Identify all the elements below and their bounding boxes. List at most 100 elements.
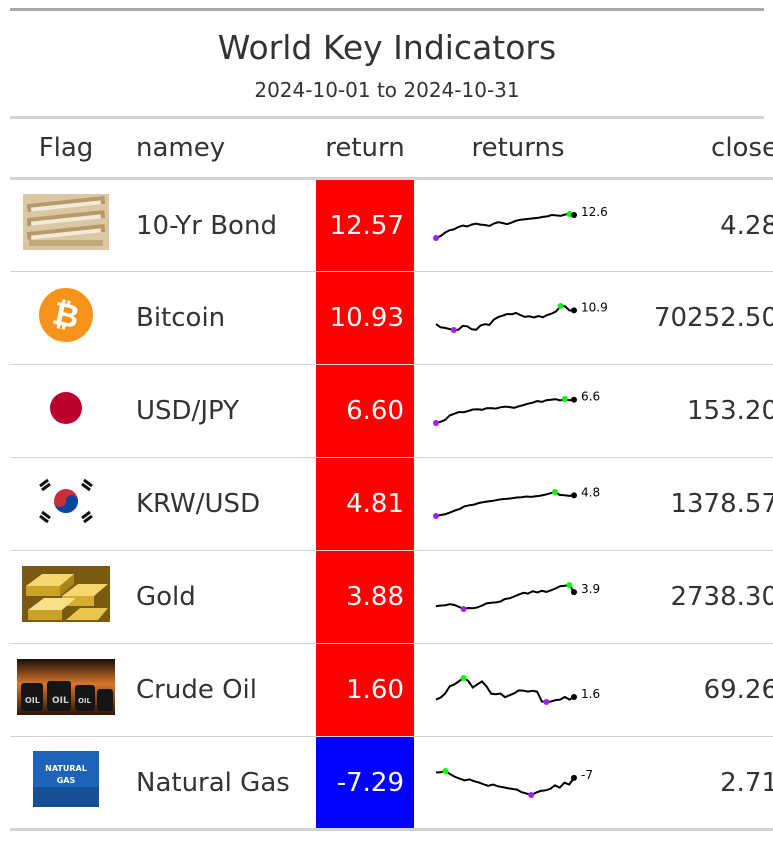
returns-sparkline: 12.6 [433, 206, 608, 241]
column-header-close[interactable]: close [711, 133, 773, 163]
flag-cell [10, 458, 122, 551]
flag-cell: NATURAL GAS [10, 737, 122, 830]
sparkline-path [435, 769, 575, 796]
sparkline-label: 6.6 [581, 391, 600, 404]
sparkline-label: 10.9 [581, 300, 608, 314]
name-cell: KRW/USD [136, 489, 261, 519]
returns-sparkline-cell: 1.6 [414, 644, 622, 737]
flag-cell [10, 365, 122, 458]
sparkline-path [435, 676, 575, 704]
sparkline-max-point [566, 582, 573, 588]
svg-text:OIL: OIL [25, 696, 40, 705]
sparkline-path [435, 583, 575, 611]
japan-flag-icon [46, 388, 86, 435]
return-cell: 6.60 [316, 364, 414, 458]
returns-sparkline: 1.6 [435, 675, 600, 705]
return-cell: 12.57 [316, 178, 414, 272]
return-cell: 4.81 [316, 457, 414, 551]
sparkline-label: -7 [581, 767, 593, 781]
header-divider [10, 116, 764, 119]
sparkline-min-point [450, 327, 457, 333]
page-title: World Key Indicators [217, 28, 557, 67]
svg-text:OIL: OIL [78, 697, 92, 705]
returns-sparkline-cell: 6.6 [414, 365, 622, 458]
sparkline-last-point [571, 396, 577, 403]
sparkline-max-point [561, 396, 568, 402]
flag-cell: ₿ [10, 272, 122, 365]
sparkline-min-point [433, 420, 439, 426]
column-header-name[interactable]: namey [136, 133, 226, 163]
sparkline-max-point [557, 303, 564, 309]
top-border [10, 8, 764, 11]
name-cell: Crude Oil [136, 675, 257, 705]
name-cell: Natural Gas [136, 767, 290, 798]
table-row[interactable]: ₿ Bitcoin 10.93 10.9 70252.50 [10, 271, 773, 365]
returns-sparkline: 10.9 [435, 300, 608, 333]
return-cell: 3.88 [316, 550, 414, 644]
svg-text:NATURAL: NATURAL [45, 764, 87, 773]
column-header-flag[interactable]: Flag [38, 133, 94, 163]
sparkline-last-point [571, 589, 577, 596]
korea-flag-icon [36, 478, 96, 531]
date-range-subtitle: 2024-10-01 to 2024-10-31 [254, 78, 520, 102]
table-row[interactable]: NATURAL GAS Natural Gas -7.29 -7 2.71 [10, 736, 773, 830]
sparkline-last-point [571, 694, 577, 700]
sparkline-last-point [571, 492, 577, 499]
crude-oil-barrels-icon: OIL OIL OIL [17, 658, 115, 722]
sparkline-max-point [442, 767, 449, 774]
sparkline-label: 3.9 [581, 582, 600, 596]
return-cell: 1.60 [316, 643, 414, 737]
sparkline-path [435, 212, 575, 239]
sparkline-min-point [528, 791, 535, 798]
returns-sparkline-cell: 3.9 [414, 551, 622, 644]
sparkline-label: 4.8 [581, 485, 600, 499]
bond-certificates-icon [23, 194, 109, 257]
returns-sparkline-cell: 10.9 [414, 272, 622, 365]
sparkline-min-point [543, 699, 550, 705]
returns-sparkline: 6.6 [433, 391, 600, 426]
return-cell: 10.93 [316, 271, 414, 365]
returns-sparkline: -7 [435, 767, 593, 798]
flag-cell [10, 551, 122, 644]
return-cell: -7.29 [316, 736, 414, 830]
column-header-return[interactable]: return [325, 133, 405, 163]
column-header-returns[interactable]: returns [471, 133, 565, 163]
flag-cell: OIL OIL OIL [10, 644, 122, 737]
table-row[interactable]: KRW/USD 4.81 4.8 1378.57 [10, 457, 773, 551]
sparkline-last-point [571, 211, 577, 218]
gold-bars-icon [22, 565, 110, 629]
name-cell: 10-Yr Bond [136, 210, 277, 241]
bitcoin-icon: ₿ [38, 287, 94, 350]
svg-text:OIL: OIL [52, 696, 69, 706]
sparkline-min-point [460, 606, 467, 612]
indicators-table-panel: World Key Indicators 2024-10-01 to 2024-… [10, 8, 773, 831]
sparkline-last-point [571, 307, 577, 314]
table-row[interactable]: OIL OIL OIL Crude Oil 1.60 1.6 69.26 [10, 643, 773, 737]
sparkline-label: 1.6 [581, 687, 600, 701]
sparkline-path [435, 304, 575, 332]
close-cell: 69.26 [703, 675, 773, 705]
svg-text:GAS: GAS [57, 776, 76, 785]
returns-sparkline: 3.9 [435, 582, 600, 612]
returns-sparkline-cell: 4.8 [414, 458, 622, 551]
sparkline-max-point [552, 489, 558, 495]
sparkline-min-point [433, 513, 439, 519]
returns-sparkline-cell: -7 [414, 737, 622, 830]
close-cell: 1378.57 [670, 489, 773, 519]
sparkline-max-point [566, 210, 573, 217]
name-cell: USD/JPY [136, 396, 239, 426]
name-cell: Gold [136, 582, 196, 612]
sparkline-path [435, 397, 575, 424]
table-row[interactable]: USD/JPY 6.60 6.6 153.20 [10, 364, 773, 458]
sparkline-min-point [433, 234, 439, 241]
table-header-row: Flag namey return returns close [10, 119, 773, 179]
close-cell: 4.28 [720, 210, 773, 241]
returns-sparkline-cell: 12.6 [414, 179, 622, 272]
sparkline-last-point [571, 774, 577, 781]
sparkline-label: 12.6 [581, 206, 608, 219]
table-row[interactable]: Gold 3.88 3.9 2738.30 [10, 550, 773, 644]
flag-cell [10, 179, 122, 272]
sparkline-max-point [460, 675, 467, 681]
close-cell: 2.71 [720, 767, 773, 798]
table-row[interactable]: 10-Yr Bond 12.57 12.6 4.28 [10, 178, 773, 272]
